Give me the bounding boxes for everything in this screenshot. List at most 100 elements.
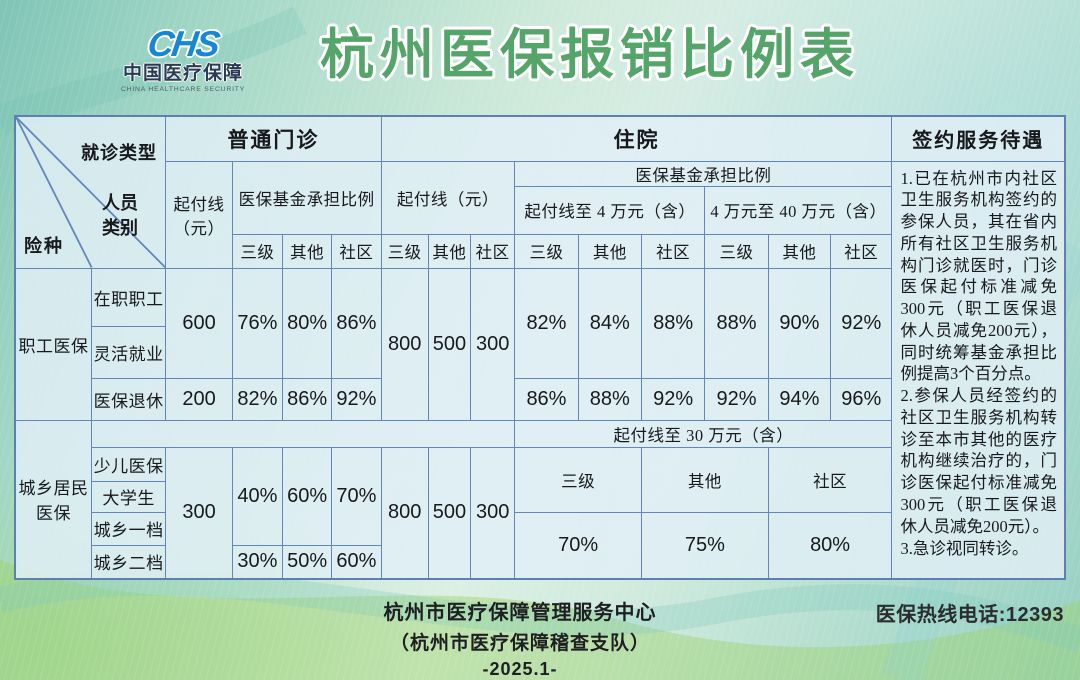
diagonal-divider-icon [16,117,165,267]
header-row-2: 起付线 （元） 医保基金承担比例 起付线（元） 医保基金承担比例 1.已在杭州市… [15,160,1066,580]
cell-emp-40w-active-community: 92% [830,267,893,379]
logo-name-cn: 中国医疗保障 [122,63,243,84]
inpatient-deductible-header: 起付线（元） [380,160,516,235]
cell-emp-inpatient-deductible-tier3: 800 [380,267,429,421]
cell-emp-4w-retired-other: 88% [577,377,643,421]
res-inpatient-community-header: 社区 [767,446,893,513]
row-employee-active: 职工医保 在职职工 600 76% 80% 86% 800 500 300 82… [14,267,1065,421]
cell-res-outpatient-main-community: 70% [331,446,382,546]
col-400k-tier3: 三级 [704,233,769,269]
col-400k-community: 社区 [830,233,893,269]
col-40k-other: 其他 [577,233,643,269]
chs-logo: CHS 中国医疗保障 CHINA HEALTHCARE SECURITY [118,23,248,95]
col-400k-other: 其他 [767,233,832,269]
cell-emp-inpatient-deductible-community: 300 [470,267,516,421]
cell-emp-outpatient-active-community: 86% [331,267,382,379]
signed-service-notes-cell: 1.已在杭州市内社区卫生服务机构签约的参保人员，其在省内所有社区卫生服务机构门诊… [891,160,1066,580]
header-row-3: 起付线至 4 万元（含） 4 万元至 40 万元（含） [15,185,1065,235]
footer-date: -2025.1- [482,659,558,679]
row-label-children-insurance: 少儿医保 [90,446,167,482]
res-inpatient-other-header: 其他 [641,446,769,513]
col-40k-community: 社区 [640,233,706,269]
outpatient-fund-ratio-header: 医保基金承担比例 [231,160,382,235]
header-row-4: 三级 其他 社区 三级 其他 社区 三级 其他 社区 三级 其他 社区 [15,233,1065,269]
inpatient-section-header: 住院 [380,115,893,162]
row-label-student: 大学生 [90,480,167,513]
corner-visit-type-label: 就诊类型 [81,143,157,163]
cell-emp-40w-retired-other: 94% [767,377,832,421]
row-label-resident-tier2: 城乡二档 [90,544,167,580]
chs-logo-icon: CHS [145,23,221,64]
cell-res-inpatient-deductible-tier3: 800 [380,446,429,580]
cell-emp-outpatient-active-tier3: 76% [231,267,284,379]
inpatient-fund-ratio-header: 医保基金承担比例 [514,160,893,187]
col-outpatient-community: 社区 [331,233,382,269]
cell-emp-4w-active-community: 88% [640,267,706,379]
note-3: 3.急诊视同转诊。 [900,538,1029,558]
outpatient-deductible-header: 起付线 （元） [165,160,233,269]
signed-service-header: 签约服务待遇 [891,115,1066,162]
cell-emp-4w-active-other: 84% [577,267,643,379]
col-inpatient-deductible-other: 其他 [427,233,472,269]
res-inpatient-tier3-header: 三级 [514,446,642,513]
page-title: 杭州医保报销比例表 [320,25,860,85]
footer-org-name: 杭州市医疗保障管理服务中心 [383,602,657,624]
cell-res-outpatient-main-other: 60% [281,446,333,546]
col-outpatient-other: 其他 [281,233,333,269]
row-label-flexible-employment: 灵活就业 [90,325,167,379]
col-inpatient-deductible-community: 社区 [470,233,516,269]
cell-res-inpatient-community-ratio: 80% [767,511,893,580]
cell-emp-40w-retired-tier3: 92% [704,377,769,421]
reimbursement-table: 就诊类型 人员 类别 险种 普通门诊 住院 签约服务待遇 起付线 （元） 医保基… [14,115,1066,580]
cell-emp-outpatient-retired-tier3: 82% [231,377,284,421]
row-resident-tier2: 城乡二档 30% 50% 60% [15,544,1065,580]
col-inpatient-deductible-tier3: 三级 [380,233,429,269]
cell-emp-outpatient-deductible-active: 600 [165,267,233,379]
cell-emp-outpatient-deductible-retired: 200 [165,377,233,421]
row-employee-flexible: 灵活就业 [15,325,1065,379]
corner-insurance-type-label: 险种 [24,235,64,256]
footer-organization: 杭州市医疗保障管理服务中心 （杭州市医疗保障稽查支队） -2025.1- [0,596,1040,680]
corner-header-cell: 就诊类型 人员 类别 险种 [14,115,167,269]
cell-res-inpatient-deductible-community: 300 [470,446,516,580]
cell-res-outpatient-tier2-other: 50% [281,544,333,580]
col-outpatient-tier3: 三级 [231,233,284,269]
cell-emp-outpatient-retired-other: 86% [281,377,333,421]
cell-res-outpatient-main-tier3: 40% [231,446,284,546]
note-2: 2.参保人员经签约的社区卫生服务机构转诊至本市其他的医疗机构继续治疗的，门诊医保… [900,386,1057,536]
range-to-40k-header: 起付线至 4 万元（含） [514,185,706,235]
cell-res-inpatient-deductible-other: 500 [427,446,472,580]
row-resident-children: 少儿医保 300 40% 60% 70% 800 500 300 三级 其他 社… [15,446,1065,580]
cell-emp-outpatient-retired-community: 92% [331,377,382,421]
cell-res-inpatient-other-ratio: 75% [641,511,769,580]
cell-emp-4w-retired-community: 92% [640,377,706,421]
cell-emp-outpatient-active-other: 80% [281,267,333,379]
cell-emp-40w-active-other: 90% [767,267,832,379]
outpatient-section-header: 普通门诊 [165,115,382,162]
group-resident-insurance: 城乡居民 医保 [14,419,92,580]
empty-spacer-cell [90,419,516,448]
col-40k-tier3: 三级 [514,233,579,269]
logo-name-en: CHINA HEALTHCARE SECURITY [120,85,246,93]
cell-res-outpatient-tier2-tier3: 30% [231,544,284,580]
range-40k-400k-header: 4 万元至 40 万元（含） [704,185,893,235]
footer-org-subname: （杭州市医疗保障稽查支队） [389,633,650,654]
cell-res-outpatient-tier2-community: 60% [331,544,382,580]
cell-res-outpatient-deductible: 300 [165,446,233,580]
note-1: 1.已在杭州市内社区卫生服务机构签约的参保人员，其在省内所有社区卫生服务机构门诊… [900,168,1057,384]
header-row-1: 就诊类型 人员 类别 险种 普通门诊 住院 签约服务待遇 [14,115,1066,269]
group-employee-insurance: 职工医保 [14,267,92,421]
corner-person-category-label: 人员 类别 [102,193,138,239]
cell-emp-4w-active-tier3: 82% [514,267,579,379]
cell-emp-40w-active-tier3: 88% [704,267,769,379]
cell-emp-inpatient-deductible-other: 500 [427,267,472,421]
range-to-300k-header: 起付线至 30 万元（含） [514,419,893,448]
row-resident-student: 大学生 [15,480,1065,513]
row-label-active-employee: 在职职工 [90,267,167,327]
row-employee-retired: 医保退休 200 82% 86% 92% 86% 88% 92% 92% 94%… [15,377,1065,421]
hotline-phone: 医保热线电话:12393 [875,604,1064,626]
cell-emp-40w-retired-community: 96% [830,377,893,421]
cell-emp-4w-retired-tier3: 86% [514,377,579,421]
row-label-resident-tier1: 城乡一档 [90,511,167,546]
